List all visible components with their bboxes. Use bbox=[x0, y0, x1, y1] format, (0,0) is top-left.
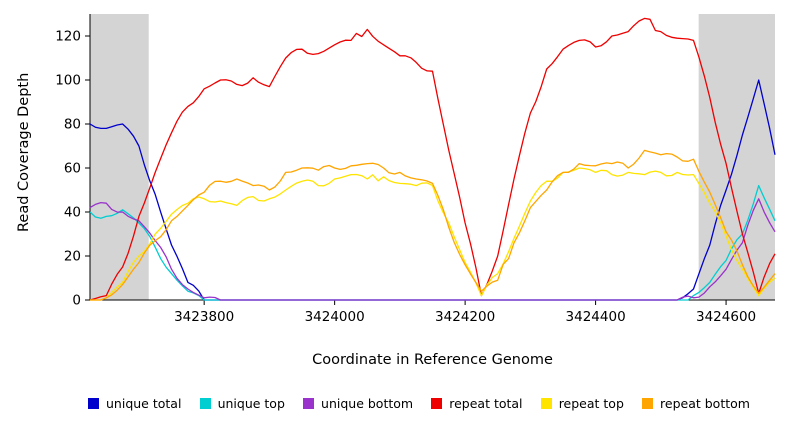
legend-item: unique bottom bbox=[303, 396, 413, 411]
legend-label: unique total bbox=[106, 396, 182, 411]
legend-swatch bbox=[199, 398, 211, 409]
legend-item: repeat total bbox=[431, 396, 523, 411]
x-axis-title: Coordinate in Reference Genome bbox=[312, 352, 553, 368]
legend: unique total unique top unique bottom repea… bbox=[88, 396, 750, 411]
series-unique-top bbox=[89, 184, 776, 301]
legend-label: repeat total bbox=[449, 396, 523, 411]
y-tick-label: 120 bbox=[55, 29, 81, 45]
y-tick-label: 60 bbox=[64, 161, 81, 177]
legend-label: repeat top bbox=[558, 396, 624, 411]
shaded-region bbox=[90, 14, 149, 300]
y-tick-label: 20 bbox=[64, 249, 81, 265]
x-tick-label: 3424200 bbox=[435, 309, 495, 325]
legend-label: repeat bottom bbox=[660, 396, 750, 411]
chart-svg: 3423800 3424000 3424200 3424400 3424600 0 20 40… bbox=[55, 14, 776, 325]
legend-label: unique bottom bbox=[321, 396, 414, 411]
series-unique-total bbox=[89, 79, 776, 301]
y-tick-label: 80 bbox=[64, 117, 81, 133]
y-axis-title: Read Coverage Depth bbox=[16, 72, 32, 232]
x-tick-label: 3424600 bbox=[696, 309, 756, 325]
legend-item: unique total bbox=[88, 396, 181, 411]
legend-swatch bbox=[88, 398, 99, 409]
series-repeat-total bbox=[89, 17, 776, 301]
y-tick-label: 100 bbox=[55, 73, 81, 89]
legend-item: unique top bbox=[199, 396, 285, 411]
legend-swatch bbox=[540, 398, 552, 409]
x-tick-label: 3424400 bbox=[566, 309, 626, 325]
legend-swatch bbox=[431, 398, 443, 409]
legend-item: repeat top bbox=[540, 396, 624, 411]
x-tick-label: 3423800 bbox=[174, 309, 234, 325]
legend-item: repeat bottom bbox=[642, 396, 750, 411]
legend-swatch bbox=[642, 398, 654, 409]
legend-label: unique top bbox=[217, 396, 285, 411]
y-tick-label: 40 bbox=[64, 205, 81, 221]
legend-swatch bbox=[303, 398, 315, 409]
series-repeat-bottom bbox=[90, 149, 776, 301]
x-tick-label: 3424000 bbox=[305, 309, 365, 325]
series-unique-bottom bbox=[89, 198, 776, 301]
y-tick-label: 0 bbox=[72, 293, 81, 309]
series-repeat-top bbox=[90, 167, 776, 301]
